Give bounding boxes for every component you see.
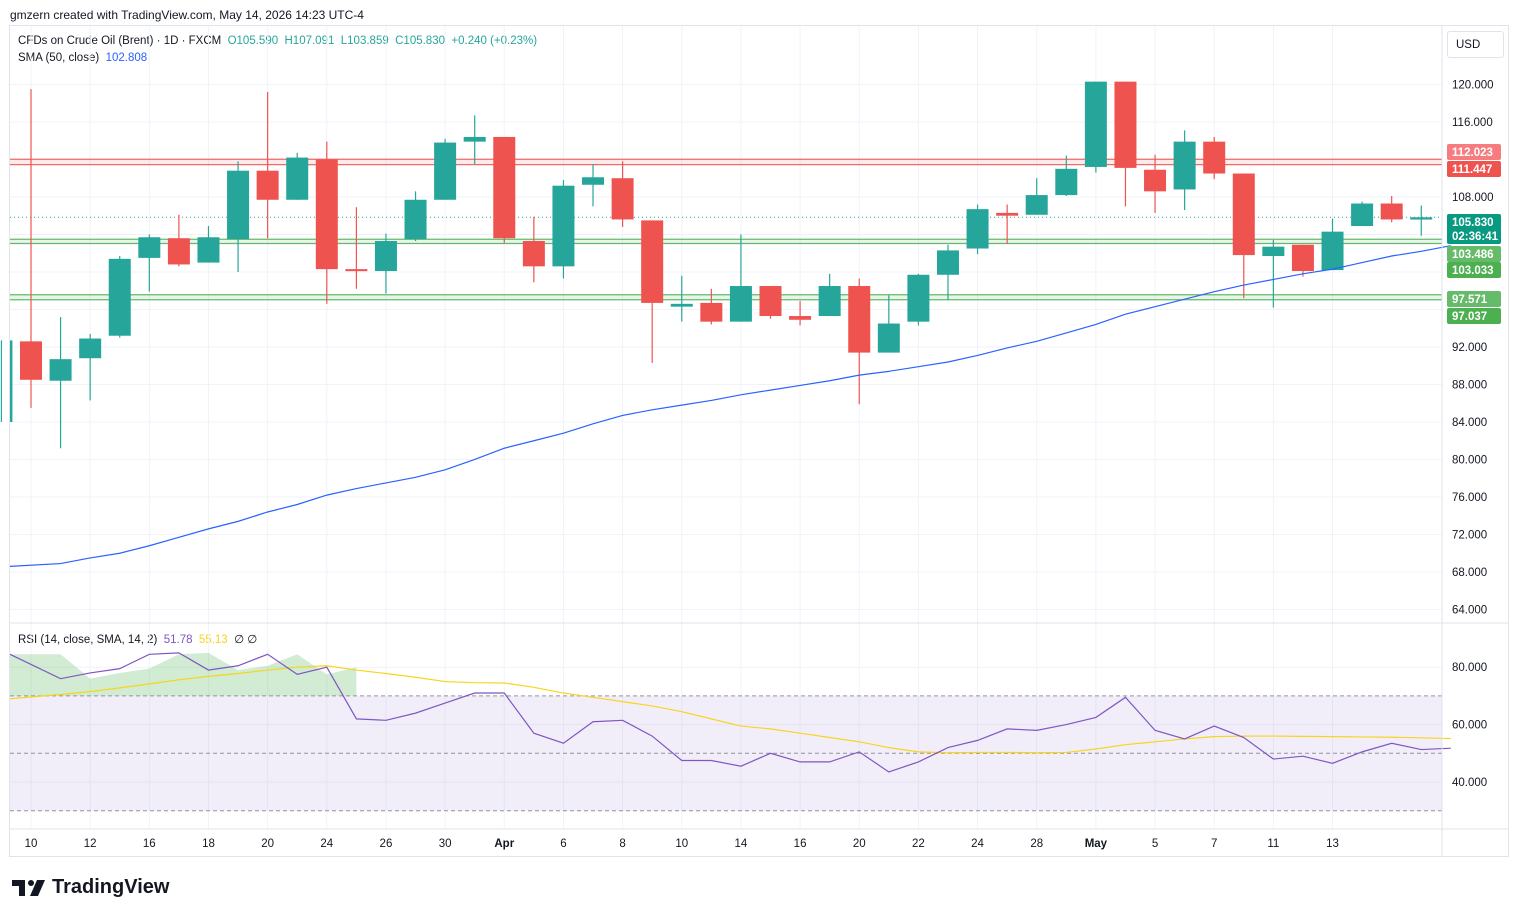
rsi-ma-value: 55.13 [198,634,228,646]
tradingview-logo-icon [12,879,45,896]
low-value: L103.859 [340,35,389,47]
open-value: O105.590 [227,35,279,47]
price-legend: CFDs on Crude Oil (Brent) · 1D · FXCM O1… [18,35,537,47]
chart-frame [9,25,1509,857]
brand-name: TradingView [52,876,170,898]
currency-label: USD [1456,38,1481,51]
symbol-title[interactable]: CFDs on Crude Oil (Brent) · 1D · FXCM [18,35,222,47]
rsi-legend: RSI (14, close, SMA, 14, 2) 51.78 55.13 … [18,632,257,646]
rsi-extra: ∅ ∅ [234,634,258,646]
chart-attribution: gmzern created with TradingView.com, May… [10,8,364,22]
sma-value: 102.808 [105,52,148,64]
high-value: H107.091 [284,35,335,47]
tradingview-logo[interactable]: TradingView [12,876,169,899]
rsi-value: 51.78 [163,634,193,646]
close-value: C105.830 [395,35,445,47]
sma-label[interactable]: SMA (50, close) [18,52,100,64]
sma-legend: SMA (50, close) 102.808 [18,52,147,64]
currency-selector[interactable]: USD [1447,31,1504,58]
change-value: +0.240 (+0.23%) [451,35,538,47]
rsi-label[interactable]: RSI (14, close, SMA, 14, 2) [18,634,158,646]
